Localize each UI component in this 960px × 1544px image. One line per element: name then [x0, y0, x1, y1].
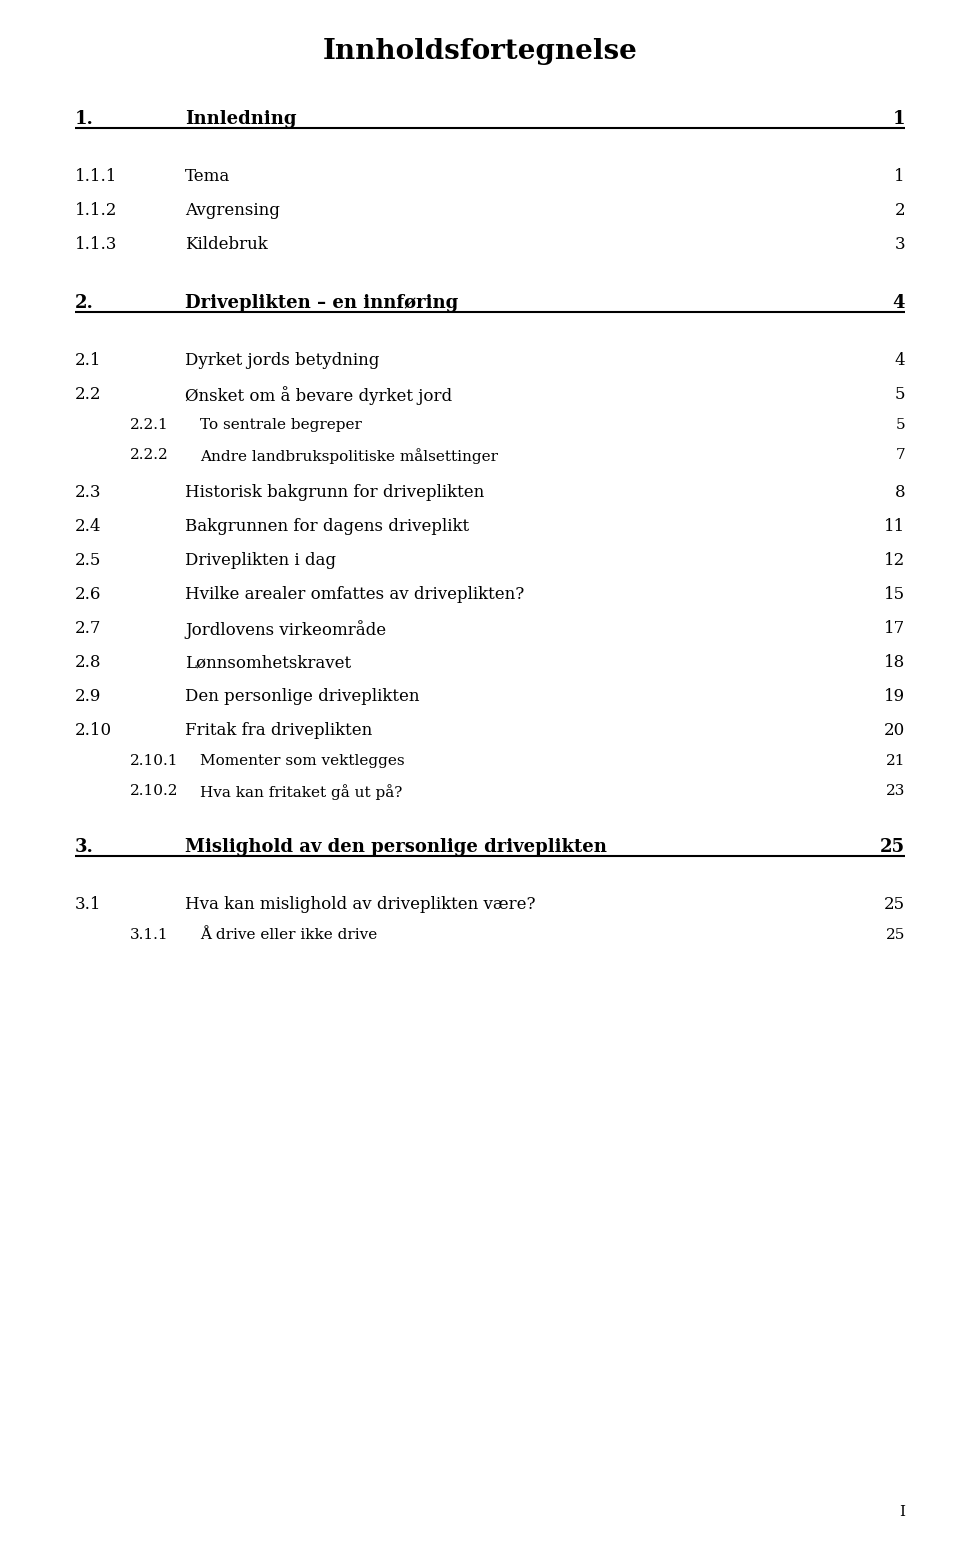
Text: 7: 7 — [896, 448, 905, 462]
Text: 25: 25 — [880, 838, 905, 855]
Text: 5: 5 — [896, 418, 905, 432]
Text: 15: 15 — [884, 587, 905, 604]
Text: 2.6: 2.6 — [75, 587, 102, 604]
Text: Mislighold av den personlige driveplikten: Mislighold av den personlige driveplikte… — [185, 838, 607, 855]
Text: Avgrensing: Avgrensing — [185, 202, 280, 219]
Text: Dyrket jords betydning: Dyrket jords betydning — [185, 352, 379, 369]
Text: 23: 23 — [886, 784, 905, 798]
Text: 1.1.3: 1.1.3 — [75, 236, 117, 253]
Text: Momenter som vektlegges: Momenter som vektlegges — [200, 753, 404, 767]
Text: 3.1: 3.1 — [75, 896, 102, 913]
Text: Kildebruk: Kildebruk — [185, 236, 268, 253]
Text: Driveplikten i dag: Driveplikten i dag — [185, 553, 336, 570]
Text: 2.2: 2.2 — [75, 386, 102, 403]
Text: 2.7: 2.7 — [75, 621, 102, 638]
Text: 2.5: 2.5 — [75, 553, 102, 570]
Text: 2.10.2: 2.10.2 — [130, 784, 179, 798]
Text: 25: 25 — [886, 928, 905, 942]
Text: Ønsket om å bevare dyrket jord: Ønsket om å bevare dyrket jord — [185, 386, 452, 405]
Text: Innholdsfortegnelse: Innholdsfortegnelse — [323, 39, 637, 65]
Text: Den personlige driveplikten: Den personlige driveplikten — [185, 689, 420, 706]
Text: 4: 4 — [895, 352, 905, 369]
Text: 2.2.2: 2.2.2 — [130, 448, 169, 462]
Text: Hva kan fritaket gå ut på?: Hva kan fritaket gå ut på? — [200, 784, 402, 800]
Text: 2.2.1: 2.2.1 — [130, 418, 169, 432]
Text: 2.9: 2.9 — [75, 689, 102, 706]
Text: 2.10: 2.10 — [75, 723, 112, 740]
Text: 21: 21 — [885, 753, 905, 767]
Text: 2.1: 2.1 — [75, 352, 102, 369]
Text: 20: 20 — [884, 723, 905, 740]
Text: 2.10.1: 2.10.1 — [130, 753, 179, 767]
Text: 2.: 2. — [75, 293, 94, 312]
Text: 1: 1 — [893, 110, 905, 128]
Text: 17: 17 — [884, 621, 905, 638]
Text: 3.1.1: 3.1.1 — [130, 928, 169, 942]
Text: 2: 2 — [895, 202, 905, 219]
Text: Andre landbrukspolitiske målsettinger: Andre landbrukspolitiske målsettinger — [200, 448, 498, 463]
Text: 1.: 1. — [75, 110, 94, 128]
Text: 3.: 3. — [75, 838, 94, 855]
Text: 18: 18 — [884, 655, 905, 672]
Text: Driveplikten – en innføring: Driveplikten – en innføring — [185, 293, 458, 312]
Text: 25: 25 — [884, 896, 905, 913]
Text: Historisk bakgrunn for driveplikten: Historisk bakgrunn for driveplikten — [185, 483, 484, 500]
Text: Jordlovens virkeområde: Jordlovens virkeområde — [185, 621, 386, 639]
Text: 1.1.2: 1.1.2 — [75, 202, 117, 219]
Text: 8: 8 — [895, 483, 905, 500]
Text: 3: 3 — [895, 236, 905, 253]
Text: I: I — [899, 1505, 905, 1519]
Text: Tema: Tema — [185, 168, 230, 185]
Text: Å drive eller ikke drive: Å drive eller ikke drive — [200, 928, 377, 942]
Text: 2.8: 2.8 — [75, 655, 102, 672]
Text: 1: 1 — [895, 168, 905, 185]
Text: Fritak fra driveplikten: Fritak fra driveplikten — [185, 723, 372, 740]
Text: 1.1.1: 1.1.1 — [75, 168, 117, 185]
Text: 5: 5 — [895, 386, 905, 403]
Text: 19: 19 — [884, 689, 905, 706]
Text: Innledning: Innledning — [185, 110, 297, 128]
Text: To sentrale begreper: To sentrale begreper — [200, 418, 362, 432]
Text: Hva kan mislighold av driveplikten være?: Hva kan mislighold av driveplikten være? — [185, 896, 536, 913]
Text: Hvilke arealer omfattes av driveplikten?: Hvilke arealer omfattes av driveplikten? — [185, 587, 524, 604]
Text: 11: 11 — [884, 517, 905, 536]
Text: 12: 12 — [884, 553, 905, 570]
Text: Bakgrunnen for dagens driveplikt: Bakgrunnen for dagens driveplikt — [185, 517, 469, 536]
Text: 2.4: 2.4 — [75, 517, 102, 536]
Text: Lønnsomhetskravet: Lønnsomhetskravet — [185, 655, 351, 672]
Text: 2.3: 2.3 — [75, 483, 102, 500]
Text: 4: 4 — [893, 293, 905, 312]
